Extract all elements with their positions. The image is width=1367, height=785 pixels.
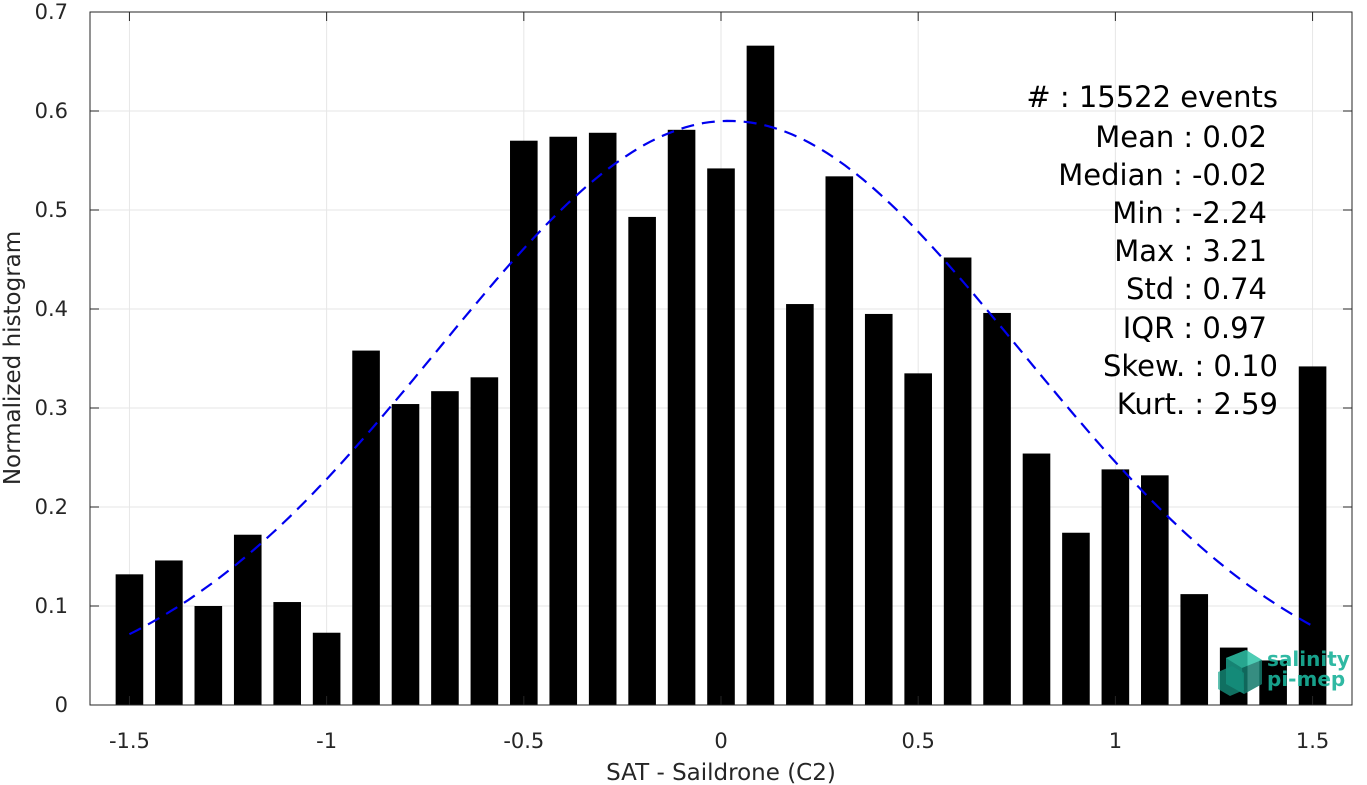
histogram-bar xyxy=(786,304,814,705)
stat-mean: Mean : 0.02 xyxy=(1095,120,1267,154)
histogram-bar xyxy=(825,176,854,706)
histogram-bar xyxy=(115,574,144,705)
histogram-bar xyxy=(155,560,183,705)
stat-median: Median : -0.02 xyxy=(1058,158,1267,192)
y-tick-label: 0.6 xyxy=(35,99,68,123)
histogram-bar xyxy=(194,606,223,705)
histogram-bar xyxy=(233,534,262,705)
statistics-box: # : 15522 events Mean : 0.02 Median : -0… xyxy=(1026,80,1278,421)
stat-kurt: Kurt. : 2.59 xyxy=(1117,387,1278,421)
histogram-bar xyxy=(1141,475,1169,705)
histogram-bar xyxy=(628,216,656,705)
histogram-bar xyxy=(707,168,735,706)
histogram-bar xyxy=(510,140,538,705)
logo-text-salinity: salinity xyxy=(1267,647,1350,671)
y-tick-label: 0.2 xyxy=(35,495,68,519)
histogram-bar xyxy=(352,350,380,705)
stat-max: Max : 3.21 xyxy=(1114,234,1267,268)
histogram-bar xyxy=(312,632,341,705)
stat-min: Min : -2.24 xyxy=(1112,196,1267,230)
histogram-bar xyxy=(1180,594,1209,705)
histogram-bar xyxy=(864,313,893,705)
histogram-bars xyxy=(115,45,1327,706)
x-tick-labels: -1.5 -1 -0.5 0 0.5 1 1.5 xyxy=(109,729,1329,753)
histogram-bar xyxy=(1298,366,1327,705)
histogram-bar xyxy=(273,602,301,705)
histogram-bar xyxy=(391,404,420,705)
stat-iqr: IQR : 0.97 xyxy=(1123,311,1267,345)
stat-events: # : 15522 events xyxy=(1026,80,1278,114)
histogram-bar xyxy=(1062,532,1090,705)
axis-ticks xyxy=(90,11,1352,706)
x-tick-label: 1 xyxy=(1109,729,1122,753)
salinity-pimep-logo: salinity pi-mep xyxy=(1218,647,1350,696)
histogram-bar xyxy=(1259,660,1287,705)
y-tick-label: 0.3 xyxy=(35,396,68,420)
histogram-bar xyxy=(667,129,696,705)
y-tick-label: 0.5 xyxy=(35,198,68,222)
x-axis-label: SAT - Saildrone (C2) xyxy=(606,760,836,785)
histogram-bar xyxy=(588,132,617,705)
histogram-bar xyxy=(431,391,459,705)
histogram-bar xyxy=(943,257,972,705)
stat-std: Std : 0.74 xyxy=(1126,272,1267,306)
histogram-bar xyxy=(1101,469,1130,705)
histogram-bar xyxy=(904,373,932,705)
histogram-bar xyxy=(1022,453,1051,705)
y-tick-label: 0.7 xyxy=(35,0,68,24)
y-tick-label: 0.1 xyxy=(35,594,68,618)
histogram-bar xyxy=(470,377,499,705)
x-tick-label: 1.5 xyxy=(1296,729,1329,753)
histogram-bar xyxy=(983,312,1011,705)
y-tick-label: 0 xyxy=(55,693,68,717)
x-tick-label: 0 xyxy=(714,729,727,753)
x-tick-label: -0.5 xyxy=(503,729,544,753)
x-tick-label: -1 xyxy=(316,729,337,753)
y-tick-labels: 0 0.1 0.2 0.3 0.4 0.5 0.6 0.7 xyxy=(35,0,68,717)
logo-text-pimep: pi-mep xyxy=(1267,667,1345,691)
x-tick-label: -1.5 xyxy=(109,729,150,753)
gaussian-fit-curve xyxy=(128,119,1314,636)
cube-logo-icon xyxy=(1218,650,1262,696)
histogram-bar xyxy=(549,136,578,706)
stat-skew: Skew. : 0.10 xyxy=(1103,349,1278,383)
histogram-bar xyxy=(746,45,775,706)
y-axis-label: Normalized histogram xyxy=(0,231,26,485)
y-tick-label: 0.4 xyxy=(35,297,68,321)
x-tick-label: 0.5 xyxy=(901,729,934,753)
